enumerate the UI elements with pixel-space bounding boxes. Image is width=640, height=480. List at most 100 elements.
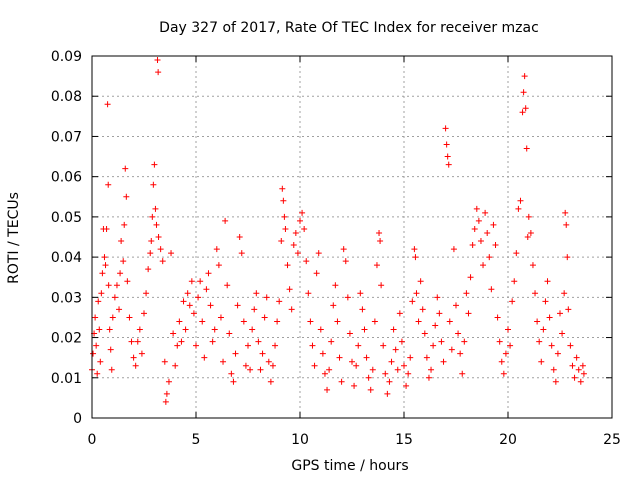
data-point [122,165,129,172]
data-point [527,229,534,236]
data-point [338,378,345,385]
y-tick-label: 0.06 [51,170,82,186]
data-point [569,362,576,369]
data-point [463,290,470,297]
grid-lines [92,56,612,418]
data-point [124,278,131,285]
data-point [92,314,99,321]
data-point [580,370,587,377]
data-point [405,370,412,377]
data-point [113,282,120,289]
data-point [188,278,195,285]
data-point [328,338,335,345]
data-point [232,350,239,357]
data-point [436,310,443,317]
data-point [571,374,578,381]
data-point [257,366,264,373]
data-point [529,262,536,269]
data-point [104,101,111,108]
data-point [453,302,459,309]
data-point [215,262,222,269]
data-point [168,250,175,257]
data-point [236,234,243,240]
data-point [498,358,505,365]
data-point [309,342,316,349]
data-point [332,282,339,289]
data-point [99,270,106,277]
data-point [288,306,295,313]
axis-ticks [91,55,613,419]
data-point [367,386,374,393]
data-point [149,213,156,220]
data-point [211,326,218,333]
data-point [242,362,249,369]
data-point [520,89,527,96]
data-point [434,294,441,301]
x-tick-label: 0 [88,432,97,448]
data-point [430,342,437,349]
data-point [255,338,262,345]
data-point [195,294,202,301]
data-point [224,282,231,289]
data-point [340,246,347,253]
data-point [351,382,358,389]
data-point [443,141,450,148]
data-point [577,378,584,385]
data-point [282,225,289,232]
data-point [561,290,568,297]
data-point [363,354,370,361]
chart-title: Day 327 of 2017, Rate Of TEC Index for r… [159,20,539,36]
data-point [297,217,303,224]
data-point [562,209,569,216]
data-point [521,73,528,80]
y-tick-label: 0.09 [51,49,82,65]
data-point [550,366,557,373]
data-point [517,197,524,204]
data-point [251,306,258,313]
data-point [542,298,549,305]
y-tick-label: 0.04 [51,250,82,266]
data-point [421,330,428,337]
data-point [513,250,520,257]
data-point [205,270,212,277]
data-point [174,342,181,349]
data-point [281,213,288,220]
data-point [111,294,118,301]
data-point [380,342,387,349]
data-point [143,290,150,297]
data-point [392,346,399,353]
data-point [105,181,112,188]
data-point [203,286,210,293]
data-point [123,193,130,200]
data-point [128,338,135,345]
data-point [159,258,166,265]
data-point [222,217,229,224]
data-point [546,314,553,321]
data-point [180,298,187,305]
data-point [384,390,391,397]
data-point [419,306,426,313]
data-point [207,302,214,309]
data-point [107,346,114,353]
data-point [95,298,102,305]
data-point [382,370,389,377]
data-point [423,354,430,361]
data-point [407,354,414,361]
data-point [511,278,518,285]
x-tick-label: 20 [499,432,517,448]
data-point [94,370,101,377]
data-point [496,338,503,345]
data-point [565,306,572,313]
data-point [154,57,161,64]
data-point [148,238,155,245]
data-point [448,346,455,353]
data-point [157,246,164,253]
data-point [299,209,306,216]
data-point [280,197,287,204]
data-point [301,225,308,232]
data-point [253,290,260,297]
data-point [161,358,168,365]
data-point [230,378,237,385]
data-point [261,314,268,321]
data-point [548,342,555,349]
